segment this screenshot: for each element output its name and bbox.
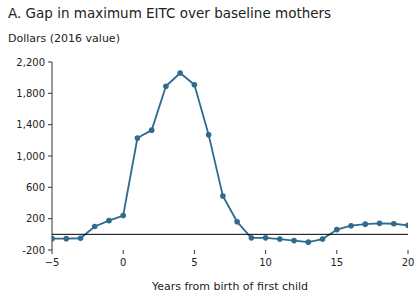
data-point [192,82,198,88]
data-point [362,221,368,227]
y-tick-label: 2,200 [16,57,45,68]
y-axis-label: Dollars (2016 value) [8,32,120,45]
y-tick-label: 1,000 [16,151,45,162]
data-point [291,238,297,244]
y-tick [48,218,52,219]
x-tick [408,250,409,254]
data-point [163,83,169,89]
y-tick-label: 1,800 [16,88,45,99]
data-point [149,127,155,133]
reference-line [52,234,408,235]
y-tick [48,93,52,94]
data-point [320,236,326,242]
data-point [277,236,283,242]
x-tick [265,250,266,254]
y-tick [48,124,52,125]
y-tick-label: 1,400 [16,119,45,130]
data-point [177,70,183,76]
x-axis-label: Years from birth of first child [151,280,308,293]
y-tick-label: 200 [26,213,45,224]
data-point [334,227,340,233]
data-point [234,219,240,225]
data-point [206,132,212,138]
data-point [220,193,226,199]
data-point [52,236,55,242]
data-point [135,135,141,141]
x-tick-label: −5 [45,257,60,268]
data-point [63,236,69,242]
y-tick [48,156,52,157]
x-tick [52,250,53,254]
chart: A. Gap in maximum EITC over baseline mot… [0,0,420,300]
data-line [52,73,408,242]
data-point [249,235,255,241]
data-point [120,213,126,219]
data-point [377,221,383,227]
x-tick-label: 0 [120,257,126,268]
y-tick [48,62,52,63]
data-point [306,239,312,245]
x-tick-label: 5 [191,257,197,268]
x-tick [123,250,124,254]
data-point [78,235,84,241]
y-tick-label: -200 [22,245,45,256]
x-tick-label: 15 [330,257,343,268]
x-tick [194,250,195,254]
plot-area [52,70,408,245]
data-point [263,235,269,241]
data-point [348,223,354,229]
y-tick [48,187,52,188]
x-tick-label: 10 [259,257,272,268]
data-point [92,224,98,230]
y-tick-label: 600 [26,182,45,193]
data-point [405,223,408,229]
data-point [391,221,397,227]
x-tick [336,250,337,254]
x-tick-label: 20 [402,257,415,268]
y-tick [48,250,52,251]
title: A. Gap in maximum EITC over baseline mot… [8,5,331,21]
data-point [106,218,112,224]
